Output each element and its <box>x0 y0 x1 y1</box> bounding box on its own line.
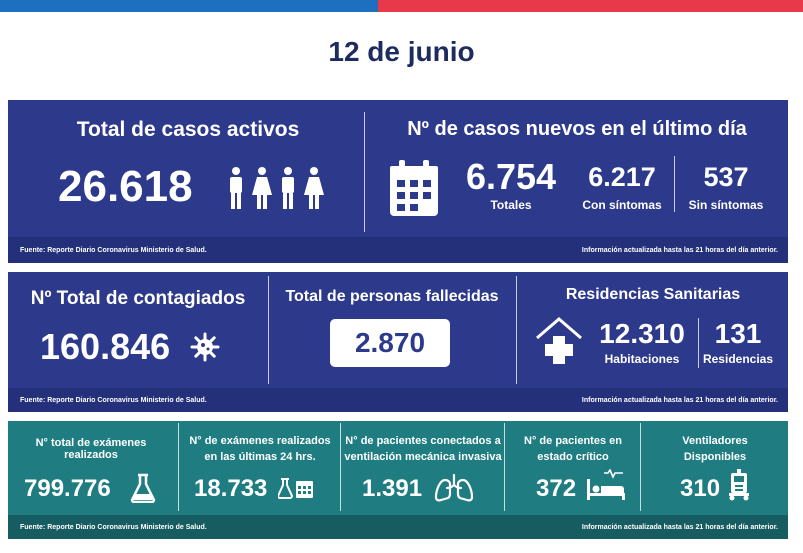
active-cases-value: 26.618 <box>58 162 193 211</box>
examenes24-title-line1: N° de exámenes realizados <box>189 435 331 447</box>
top-bar-red <box>378 0 803 12</box>
calendar-icon <box>390 160 438 216</box>
fallecidos-title: Total de personas fallecidas <box>285 288 499 305</box>
active-cases-title: Total de casos activos <box>76 118 300 141</box>
divider <box>178 423 179 511</box>
examenes24-value: 18.733 <box>194 475 268 502</box>
divider <box>640 423 641 511</box>
divider <box>340 423 341 511</box>
divider <box>698 318 699 368</box>
panel-footer: Fuente: Reporte Diario Coronavirus Minis… <box>8 388 788 412</box>
examenes-value: 799.776 <box>24 475 111 502</box>
divider <box>268 276 269 384</box>
source-note: Fuente: Reporte Diario Coronavirus Minis… <box>20 397 207 404</box>
flask-calendar-icon <box>278 477 314 499</box>
residencias-title: Residencias Sanitarias <box>565 286 741 303</box>
without-symptoms-value: 537 <box>703 162 749 192</box>
lungs-icon <box>434 473 474 503</box>
ventilator-icon <box>728 469 750 501</box>
update-note: Información actualizada hasta las 21 hor… <box>581 397 778 404</box>
habitaciones-value: 12.310 <box>599 318 685 349</box>
new-cases-total-label: Totales <box>490 198 532 212</box>
page-title-date: 12 de junio <box>328 36 475 67</box>
house-medical-icon <box>534 316 584 364</box>
divider <box>674 156 675 212</box>
contagiados-title: Nº Total de contagiados <box>30 288 246 309</box>
with-symptoms-label: Con síntomas <box>582 198 662 212</box>
ventiladores-title-line1: Ventiladores <box>682 435 748 447</box>
critico-title-line2: estado crítico <box>537 451 609 463</box>
divider <box>504 423 505 511</box>
residencias-value: 131 <box>714 318 762 349</box>
panel-totals: Nº Total de contagiados 160.846 Total de… <box>8 272 788 412</box>
examenes-title: N° total de exámenes realizados <box>35 437 147 461</box>
critico-title: N° de pacientes en estado crítico <box>506 433 640 465</box>
source-note: Fuente: Reporte Diario Coronavirus Minis… <box>20 524 207 531</box>
new-cases-total: 6.754 <box>465 156 557 197</box>
ventilacion-title-line1: N° de pacientes conectados a <box>345 435 501 447</box>
people-icon <box>226 166 330 210</box>
top-color-bar <box>0 0 803 12</box>
hospital-bed-icon <box>586 469 626 501</box>
critico-value: 372 <box>536 475 577 502</box>
ventilacion-title: N° de pacientes conectados a ventilación… <box>342 433 504 465</box>
update-note: Información actualizada hasta las 21 hor… <box>581 524 778 531</box>
fallecidos-value: 2.870 <box>330 319 450 367</box>
critico-title-line1: N° de pacientes en <box>524 435 622 447</box>
panel-tests: N° total de exámenes realizados 799.776 … <box>8 421 788 539</box>
without-symptoms-label: Sin síntomas <box>688 198 764 212</box>
virus-icon <box>190 332 220 362</box>
ventilacion-value: 1.391 <box>362 475 423 502</box>
habitaciones-label: Habitaciones <box>604 352 680 366</box>
divider <box>516 276 517 384</box>
divider <box>364 112 365 232</box>
residencias-label: Residencias <box>702 352 774 366</box>
examenes24-title: N° de exámenes realizados en las últimas… <box>180 433 340 465</box>
top-bar-blue <box>0 0 378 12</box>
ventiladores-title: Ventiladores Disponibles <box>642 433 788 465</box>
new-cases-title: Nº de casos nuevos en el último día <box>407 118 747 140</box>
source-note: Fuente: Reporte Diario Coronavirus Minis… <box>20 247 207 254</box>
panel-footer: Fuente: Reporte Diario Coronavirus Minis… <box>8 237 788 263</box>
panel-footer: Fuente: Reporte Diario Coronavirus Minis… <box>8 515 788 539</box>
flask-icon <box>130 473 156 503</box>
update-note: Información actualizada hasta las 21 hor… <box>581 247 778 254</box>
ventilacion-title-line2: ventilación mecánica invasiva <box>344 451 502 463</box>
examenes24-title-line2: en las últimas 24 hrs. <box>204 451 316 463</box>
with-symptoms-value: 6.217 <box>588 162 656 192</box>
contagiados-value: 160.846 <box>40 326 171 367</box>
ventiladores-value: 310 <box>680 475 721 502</box>
ventiladores-title-line2: Disponibles <box>683 451 747 463</box>
panel-active-cases: Total de casos activos 26.618 Nº de caso… <box>8 100 788 263</box>
